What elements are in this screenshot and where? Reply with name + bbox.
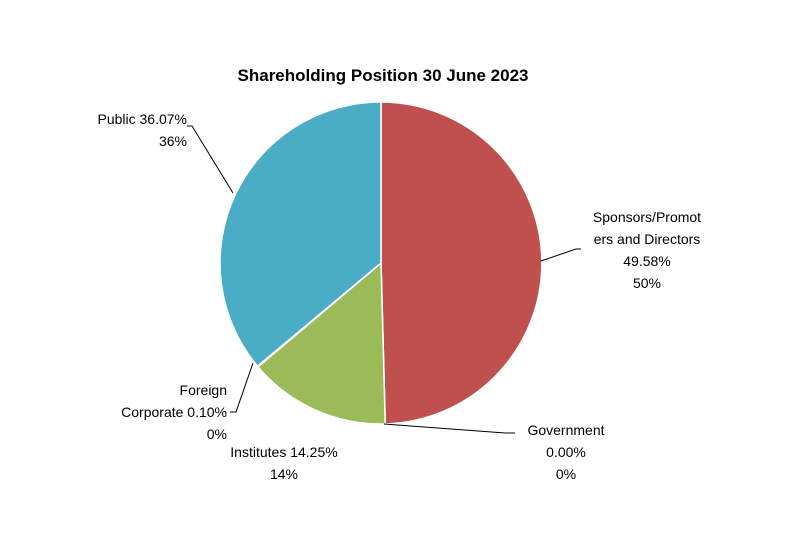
data-label-sponsors: Sponsors/Promot ers and Directors 49.58% 50… bbox=[593, 209, 701, 291]
data-label-institutes: Institutes 14.25% 14% bbox=[230, 444, 337, 482]
leader-lines bbox=[187, 125, 581, 434]
data-label-line: 36% bbox=[159, 133, 187, 149]
data-label-foreign: Foreign Corporate 0.10% 0% bbox=[121, 382, 227, 442]
data-label-public: Public 36.07% 36% bbox=[97, 111, 187, 149]
data-label-line: Foreign bbox=[180, 382, 227, 398]
data-label-line: 0.00% bbox=[546, 444, 586, 460]
data-label-line: Government bbox=[527, 422, 604, 438]
pie-slice-sponsors bbox=[380, 101, 543, 425]
data-label-line: 0% bbox=[207, 426, 227, 442]
data-label-line: 49.58% bbox=[623, 253, 670, 269]
leader-line-sponsors bbox=[540, 248, 581, 262]
slice-labels: Sponsors/Promot ers and Directors 49.58% 50… bbox=[97, 111, 701, 482]
chart-title: Shareholding Position 30 June 2023 bbox=[238, 66, 529, 85]
leader-line-foreign bbox=[230, 362, 254, 413]
data-label-line: Corporate 0.10% bbox=[121, 404, 227, 420]
pie-slice-institutes bbox=[256, 261, 387, 425]
data-label-line: 0% bbox=[556, 466, 576, 482]
data-label-line: ers and Directors bbox=[594, 231, 701, 247]
data-label-line: 14% bbox=[270, 466, 298, 482]
data-label-line: 50% bbox=[633, 275, 661, 291]
data-label-line: Sponsors/Promot bbox=[593, 209, 701, 225]
data-label-government: Government 0.00% 0% bbox=[527, 422, 604, 482]
leader-line-government bbox=[383, 423, 515, 434]
leader-line-public bbox=[187, 125, 234, 194]
pie-slice-public bbox=[219, 101, 382, 368]
data-label-line: Institutes 14.25% bbox=[230, 444, 337, 460]
data-label-line: Public 36.07% bbox=[97, 111, 187, 127]
pie-slices bbox=[219, 101, 543, 425]
